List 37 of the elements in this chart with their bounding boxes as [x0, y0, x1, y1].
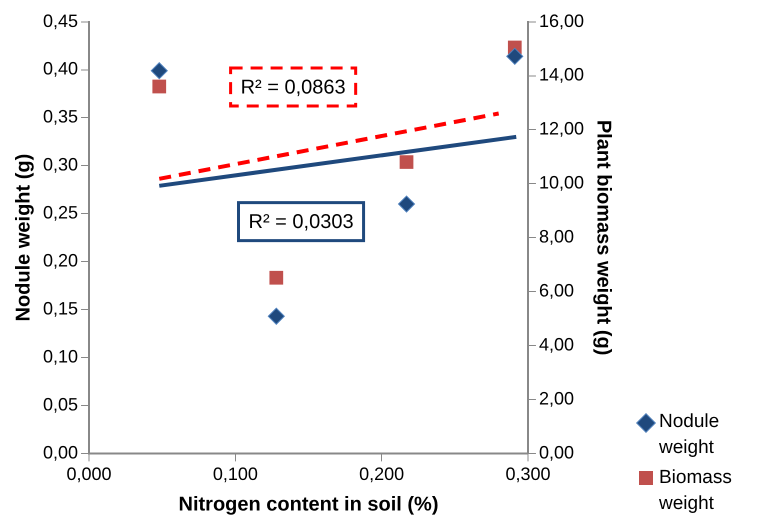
y2-tick-label: 4,00	[538, 334, 574, 354]
x-tick-label: 0,200	[359, 464, 404, 484]
legend-label: Nodule weight	[659, 410, 720, 460]
y-tick-label: 0,40	[42, 58, 78, 79]
y2-tick-label: 12,00	[538, 118, 584, 139]
y2-axis-title: Plant biomass weight (g)	[592, 120, 614, 356]
point	[150, 62, 168, 80]
annotation: R² = 0,0863	[240, 76, 346, 98]
y2-tick-label: 8,00	[538, 226, 574, 247]
y-tick-label: 0,15	[42, 298, 78, 318]
y2-tick-label: 2,00	[538, 388, 574, 408]
y2-tick-label: 14,00	[538, 64, 584, 85]
annotation: R² = 0,0303	[248, 211, 354, 234]
point	[400, 155, 414, 169]
y-axis-title: Nodule weight (g)	[12, 154, 35, 322]
point	[269, 270, 284, 285]
y2-tick-label: 0,00	[538, 442, 574, 462]
y-tick-label: 0,25	[42, 202, 78, 223]
y-tick-label: 0,30	[42, 154, 78, 175]
y2-tick-label: 6,00	[538, 280, 574, 301]
y-tick-label: 0,35	[42, 106, 78, 127]
point	[506, 48, 524, 65]
y2-tick-label: 16,00	[538, 10, 584, 31]
point	[152, 80, 166, 94]
y-tick-label: 0,05	[42, 394, 78, 414]
y-tick-label: 0,00	[42, 442, 78, 462]
y2-tick-label: 10,00	[538, 172, 584, 193]
x-tick-label: 0,100	[212, 464, 258, 484]
point	[398, 196, 416, 213]
y-tick-label: 0,45	[42, 10, 78, 31]
x-axis-title: Nitrogen content in soil (%)	[178, 494, 438, 516]
x-tick-label: 0,300	[505, 464, 550, 484]
legend-label: Biomass weight	[659, 466, 733, 516]
y-tick-label: 0,20	[42, 250, 78, 271]
point	[268, 308, 285, 325]
x-tick-label: 0,000	[66, 464, 112, 484]
y-tick-label: 0,10	[42, 346, 78, 366]
